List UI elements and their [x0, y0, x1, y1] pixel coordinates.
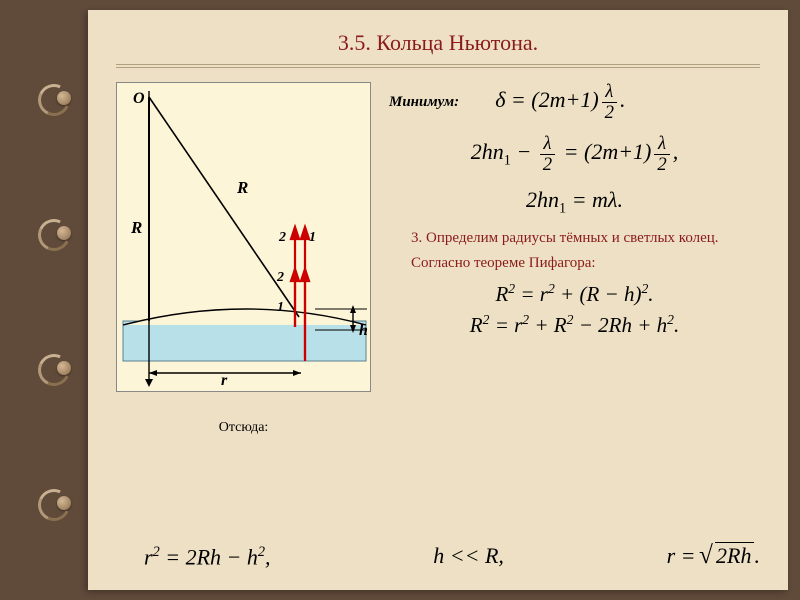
formula-bottom2: h << R, [433, 545, 504, 567]
formula-eq3: 2hn1 = mλ. [389, 189, 760, 216]
binder-ring-icon [48, 82, 80, 114]
bottom-formula-row: r2 = 2Rh − h2, h << R, r = 2Rh. [144, 545, 760, 568]
svg-text:R: R [130, 218, 142, 237]
formula-r2eq2: R2 = r2 + R2 − 2Rh + h2. [389, 313, 760, 336]
content-columns: O R R 2 1 2 1 r h Отсюда: Минимум: δ = (… [116, 82, 760, 436]
right-column: Минимум: δ = (2m+1)λ2. 2hn1 − λ2 = (2m+1… [389, 82, 760, 436]
diagram-caption: Отсюда: [116, 420, 371, 436]
pythagoras-equations: R2 = r2 + (R − h)2. R2 = r2 + R2 − 2Rh +… [389, 282, 760, 336]
divider [116, 67, 760, 68]
spiral-binding [48, 0, 88, 600]
formula-bottom1: r2 = 2Rh − h2, [144, 545, 271, 568]
left-column: O R R 2 1 2 1 r h Отсюда: [116, 82, 371, 436]
minimum-row: Минимум: δ = (2m+1)λ2. [389, 82, 760, 122]
svg-text:2: 2 [278, 230, 286, 245]
svg-text:r: r [221, 372, 228, 389]
svg-text:O: O [133, 90, 145, 107]
slide-page: 3.5. Кольца Ньютона. [88, 10, 788, 590]
paragraph-2: Согласно теореме Пифагора: [389, 255, 760, 272]
optics-diagram: O R R 2 1 2 1 r h [116, 82, 371, 392]
svg-text:2: 2 [276, 270, 284, 285]
binder-ring-icon [48, 217, 80, 249]
page-title: 3.5. Кольца Ньютона. [116, 30, 760, 56]
svg-text:1: 1 [277, 300, 284, 315]
svg-text:h: h [359, 322, 368, 339]
paragraph-1: 3. Определим радиусы тёмных и светлых ко… [389, 229, 760, 249]
formula-delta: δ = (2m+1)λ2. [495, 82, 625, 122]
formula-bottom3: r = 2Rh. [667, 545, 760, 567]
divider [116, 64, 760, 65]
minimum-label: Минимум: [389, 94, 459, 111]
svg-text:R: R [236, 178, 248, 197]
formula-eq2: 2hn1 − λ2 = (2m+1)λ2, [389, 134, 760, 174]
binder-ring-icon [48, 487, 80, 519]
formula-r2eq1: R2 = r2 + (R − h)2. [389, 282, 760, 305]
binder-ring-icon [48, 352, 80, 384]
svg-text:1: 1 [309, 230, 316, 245]
